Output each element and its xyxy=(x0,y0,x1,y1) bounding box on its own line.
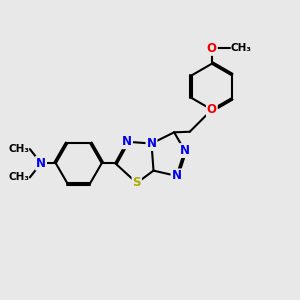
Text: N: N xyxy=(122,135,132,148)
Text: N: N xyxy=(36,157,46,170)
Text: CH₃: CH₃ xyxy=(8,144,29,154)
Text: S: S xyxy=(133,176,141,190)
Text: CH₃: CH₃ xyxy=(8,172,29,182)
Text: CH₃: CH₃ xyxy=(230,44,251,53)
Text: N: N xyxy=(180,144,190,157)
Text: O: O xyxy=(207,42,217,55)
Text: N: N xyxy=(146,137,157,150)
Text: N: N xyxy=(172,169,182,182)
Text: O: O xyxy=(207,103,217,116)
